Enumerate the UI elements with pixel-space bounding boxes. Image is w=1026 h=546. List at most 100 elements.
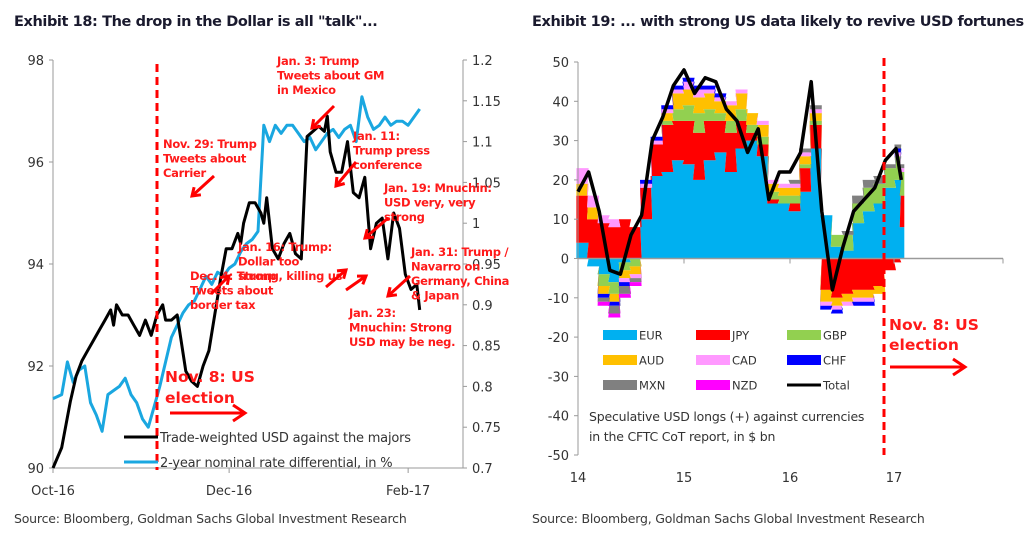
annotation-jan3-text: Tweets about GM [277,69,384,83]
annotation-jan3-text: Jan. 3: Trump [276,54,359,68]
election-arrow-left-icon [170,403,248,423]
annotation-nov29-text: Tweets about [163,152,247,166]
x-tick-label: 16 [782,471,799,486]
y-tick-label: 30 [552,135,569,150]
right-chart-title: Exhibit 19: ... with strong US data like… [532,14,1024,30]
left-legend: Trade-weighted USD against the majors 2-… [124,431,411,471]
legend-label-nzd: NZD [732,379,757,393]
y-right-tick-label: 1.2 [472,54,493,69]
annotation-jan3-text: in Mexico [277,83,336,97]
y-left-tick-label: 92 [27,360,44,375]
annotation-jan23-text: Mnuchin: Strong [349,321,452,335]
legend-label-cad: CAD [732,354,757,368]
left-series [51,95,422,469]
legend-swatch-cad [696,355,730,365]
annotation-dec4-arrow-icon [209,274,231,296]
annotation-election-text: Nov. 8: US [165,368,255,386]
right-total-line [576,68,904,292]
annotation-nov29-text: Nov. 29: Trump [163,137,257,151]
y-tick-label: 50 [552,56,569,71]
annotation-jan16-text: Jan. 16: Trump: [237,240,332,254]
right-stacked-areas [576,77,905,318]
legend-swatch-nzd [696,380,730,390]
annotation-jan19-text: USD very, very [384,196,476,210]
y-right-tick-label: 0.7 [472,462,493,477]
legend-swatch-chf [787,355,821,365]
left-chart-title: Exhibit 18: The drop in the Dollar is al… [14,14,378,30]
annotation-jan31-text: & Japan [411,289,459,303]
annotation-dec4-text: Dec. 4: Trump [190,269,276,283]
y-right-tick-label: 0.9 [472,299,493,314]
y-tick-label: 20 [552,174,569,189]
left-chart: 90 92 94 96 98 0.7 0.75 0.8 0.85 0.9 0.95 1 1.05 1.1 1… [27,54,510,499]
y-tick-label: -20 [548,331,569,346]
annotation-jan23-text: USD may be neg. [349,335,455,349]
annotation-nov29-arrow-icon [190,174,216,198]
right-arrow-icon [890,357,968,377]
y-right-tick-label: 0.8 [472,380,493,395]
legend-label-gbp: GBP [823,329,847,343]
annotation-jan19-arrow-icon [362,216,389,240]
arrow-head [356,274,369,285]
annotation-jan11-text: Jan. 11: [352,129,400,143]
right-chart-source: Source: Bloomberg, Goldman Sachs Global … [532,511,925,526]
y-right-tick-label: 1 [472,217,480,232]
legend-label-mxn: MXN [639,379,665,393]
area-jpy-positive [576,120,905,259]
x-tick-label: 14 [570,471,587,486]
annotation-jan19-text: Jan. 19: Mnuchin: [383,181,492,195]
arrow-head [219,274,231,286]
arrow-shaft [364,216,389,240]
y-right-tick-label: 0.85 [472,340,501,355]
arrow-head [310,118,322,130]
y-tick-label: -30 [548,370,569,385]
arrow-shaft [190,174,216,198]
y-left-tick-label: 90 [27,462,44,477]
y-right-tick-label: 1.1 [472,136,493,151]
annotation-jan11-arrow-icon [334,161,358,189]
left-chart-source: Source: Bloomberg, Goldman Sachs Global … [14,511,407,526]
election-label-right-2: election [889,336,959,354]
y-right-tick-label: 0.95 [472,258,501,273]
arrow-head [334,176,346,189]
legend-swatch-gbp [787,330,821,340]
y-tick-label: -40 [548,410,569,425]
arrow-shaft [345,274,367,292]
annotation-jan19-text: strong [384,210,425,224]
annotation-jan31-arrow-icon [386,274,412,298]
arrow-head [232,403,248,423]
annotation-dec4-text: Tweets about [190,284,274,298]
annotation-jan23-arrow-icon [345,274,369,292]
area-aud-negative [576,258,905,306]
area-jpy-negative [576,258,905,298]
legend-label-chf: CHF [823,354,846,368]
x-tick-label: Feb-17 [386,484,430,499]
arrow-head [362,228,375,240]
legend-label-jpy: JPY [731,329,750,343]
x-tick-label: 17 [886,471,903,486]
cftc-note-2: in the CFTC CoT report, in $ bn [589,429,775,444]
annotation-jan16-text: strong, killing us [238,269,343,283]
legend-label-total: Total [822,379,850,393]
right-legend: EUR JPY GBP AUD CAD CHF MXN NZD Total [603,329,850,393]
legend-swatch-mxn [603,380,637,390]
arrow-shaft [325,268,347,289]
legend-swatch-eur [603,330,637,340]
annotation-dec4-text: border tax [190,298,256,312]
annotation-jan16-text: Dollar too [238,255,299,269]
cftc-note-1: Speculative USD longs (+) against curren… [589,409,864,424]
area-cad-positive [576,81,905,235]
arrow-shaft [209,274,231,296]
y-left-tick-label: 96 [27,156,44,171]
legend-swatch-jpy [696,330,730,340]
y-tick-label: -10 [548,292,569,307]
annotation-nov29-text: Carrier [163,166,206,180]
election-label-right-1: Nov. 8: US [889,316,979,334]
arrow-shaft [310,104,336,130]
annotation-jan3-arrow-icon [310,104,336,130]
annotation-jan31-text: Germany, China [411,274,509,288]
y-tick-label: 40 [552,95,569,110]
